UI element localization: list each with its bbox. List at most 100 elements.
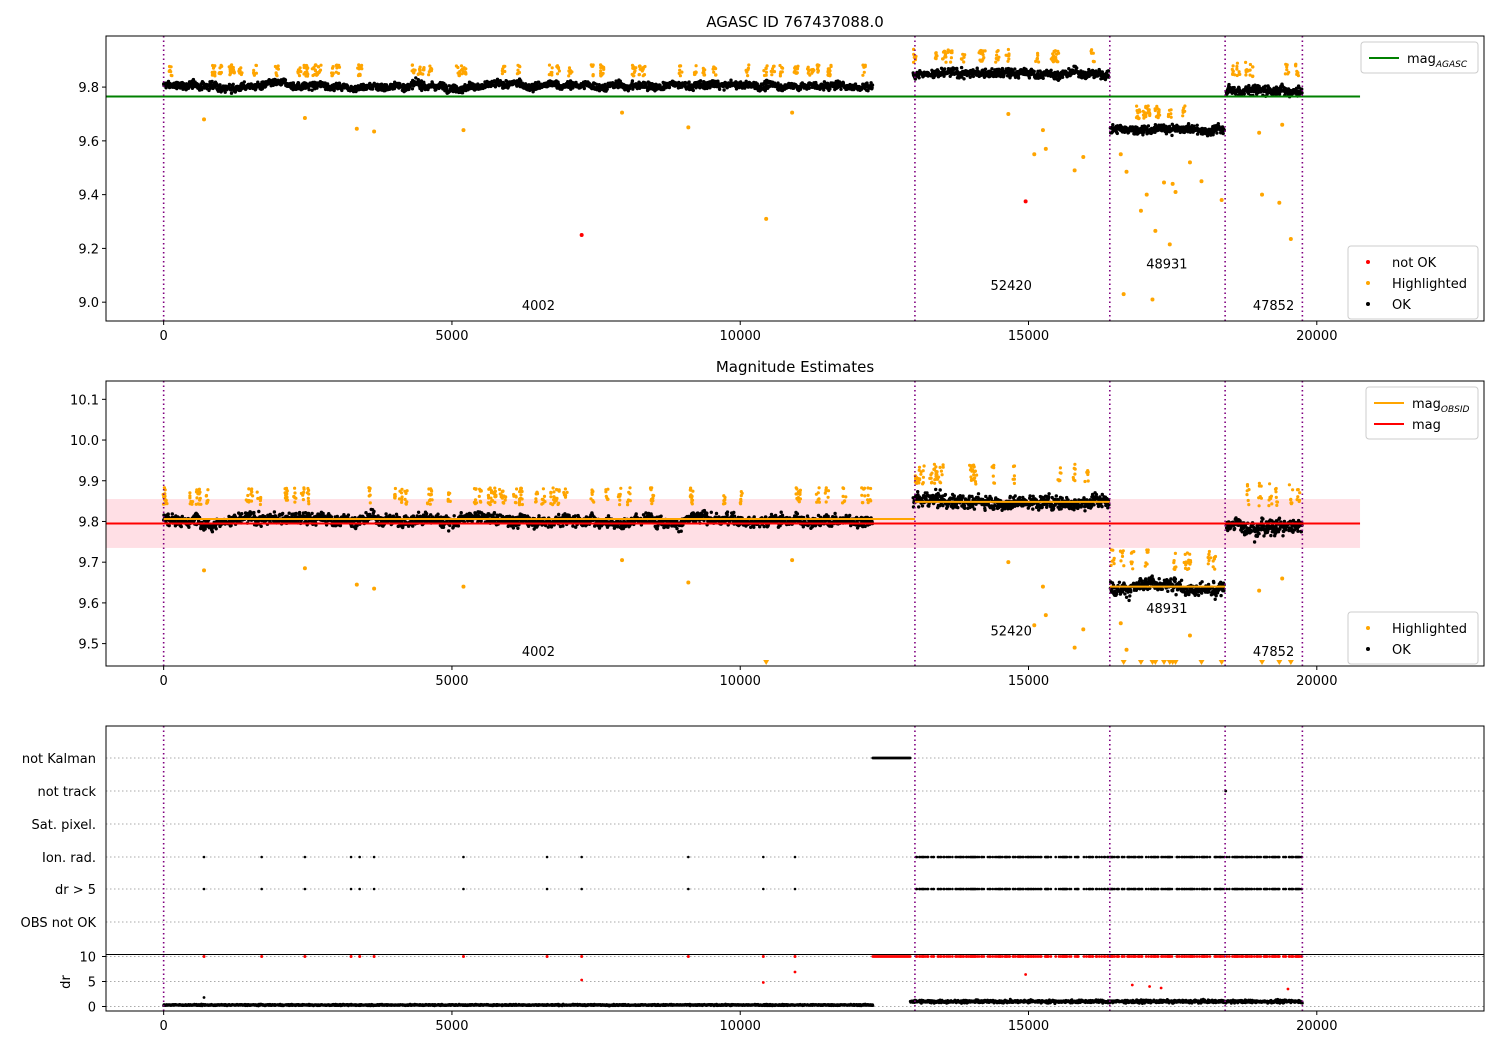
highlighted-point xyxy=(826,73,831,77)
highlighted-point xyxy=(1170,181,1175,186)
highlighted-point xyxy=(1135,109,1139,113)
highlighted-point xyxy=(1237,72,1241,76)
highlighted-point xyxy=(941,57,945,61)
ok-point xyxy=(698,79,703,83)
ok-point xyxy=(1153,123,1158,127)
highlighted-point xyxy=(1181,114,1185,118)
ok-point xyxy=(917,76,921,80)
highlighted-point xyxy=(274,71,278,75)
highlighted-point xyxy=(1144,105,1148,110)
highlighted-point xyxy=(1244,70,1248,74)
highlighted-point xyxy=(599,74,603,78)
ok-point xyxy=(281,511,285,516)
highlighted-point xyxy=(360,67,364,71)
ok-point xyxy=(372,509,376,514)
ok-point xyxy=(310,511,314,516)
ok-point xyxy=(1195,123,1199,128)
highlighted-point xyxy=(459,64,464,68)
ok-point xyxy=(511,526,516,530)
highlighted-point xyxy=(1167,108,1172,112)
ok-point xyxy=(1115,131,1119,136)
highlighted-points xyxy=(202,110,1293,302)
ok-point xyxy=(644,82,648,87)
legend-label: not OK xyxy=(1392,256,1437,271)
highlighted-point xyxy=(949,50,953,55)
ok-point xyxy=(913,77,917,81)
highlighted-point xyxy=(427,73,431,77)
ok-point xyxy=(866,89,870,93)
ok-point xyxy=(180,514,184,519)
ok-point xyxy=(452,514,456,518)
highlighted-point xyxy=(764,73,768,77)
highlighted-point xyxy=(464,67,468,71)
ok-point xyxy=(424,512,429,516)
ok-point xyxy=(259,524,263,528)
highlighted-point xyxy=(170,74,174,78)
chart-title: Magnitude Estimates xyxy=(716,358,874,376)
ok-point xyxy=(167,523,171,528)
ok-point xyxy=(1186,122,1191,126)
ok-point xyxy=(252,510,256,515)
highlighted-point xyxy=(712,70,716,74)
highlighted-point xyxy=(1169,115,1173,119)
highlighted-point xyxy=(418,65,422,69)
highlighted-point xyxy=(771,67,775,71)
highlighted-point xyxy=(1248,68,1252,72)
ok-point xyxy=(983,67,988,71)
ok-point xyxy=(272,510,277,514)
highlighted-point xyxy=(418,69,422,73)
highlighted-point xyxy=(631,66,635,70)
highlighted-point xyxy=(959,57,964,61)
highlighted-point xyxy=(254,71,258,75)
obsid-label: 52420 xyxy=(991,279,1032,294)
ok-point xyxy=(975,66,979,70)
ok-point xyxy=(1227,82,1231,87)
highlighted-point xyxy=(1235,64,1239,69)
ok-point xyxy=(1170,133,1174,138)
highlighted-point xyxy=(1006,59,1010,63)
highlighted-point xyxy=(1051,52,1055,56)
highlighted-point xyxy=(694,64,698,68)
ok-point xyxy=(943,67,947,71)
highlighted-point xyxy=(230,66,234,70)
highlighted-point xyxy=(1182,109,1186,113)
ok-point xyxy=(179,524,183,529)
ok-point xyxy=(354,526,358,531)
ok-point xyxy=(807,86,811,90)
highlighted-point xyxy=(412,71,416,75)
highlighted-point xyxy=(1257,130,1262,135)
highlighted-point xyxy=(462,71,466,75)
highlighted-point xyxy=(313,68,317,72)
ok-point xyxy=(229,91,234,95)
highlighted-point xyxy=(1089,51,1094,55)
highlighted-point xyxy=(949,56,954,60)
ok-point xyxy=(335,514,339,519)
highlighted-point xyxy=(297,74,302,78)
highlighted-point xyxy=(305,67,309,71)
highlighted-point xyxy=(1187,160,1192,165)
highlighted-point xyxy=(1034,59,1038,63)
highlighted-point xyxy=(213,74,217,78)
highlighted-point xyxy=(997,55,1001,59)
highlighted-point xyxy=(422,68,426,72)
highlighted-point xyxy=(419,72,423,76)
highlighted-point xyxy=(979,51,983,55)
magnitude-estimates-panel: Magnitude Estimates 4002524204893147852 … xyxy=(70,358,1485,689)
highlighted-point xyxy=(1260,192,1265,197)
legend-swatch xyxy=(1366,302,1370,306)
highlighted-point xyxy=(1285,63,1289,67)
highlighted-point xyxy=(1138,208,1143,213)
highlighted-point xyxy=(500,72,504,76)
ok-point xyxy=(459,511,463,515)
highlighted-point xyxy=(319,63,323,67)
ok-point xyxy=(1300,91,1304,95)
ok-point xyxy=(1263,84,1268,88)
not-ok-point xyxy=(579,232,584,237)
highlighted-point xyxy=(1235,61,1239,65)
highlighted-point xyxy=(694,70,698,74)
highlighted-point xyxy=(454,64,458,68)
highlighted-point xyxy=(456,71,460,75)
highlighted-point xyxy=(1244,73,1248,77)
ok-point xyxy=(594,82,599,86)
highlighted-point xyxy=(962,60,966,64)
